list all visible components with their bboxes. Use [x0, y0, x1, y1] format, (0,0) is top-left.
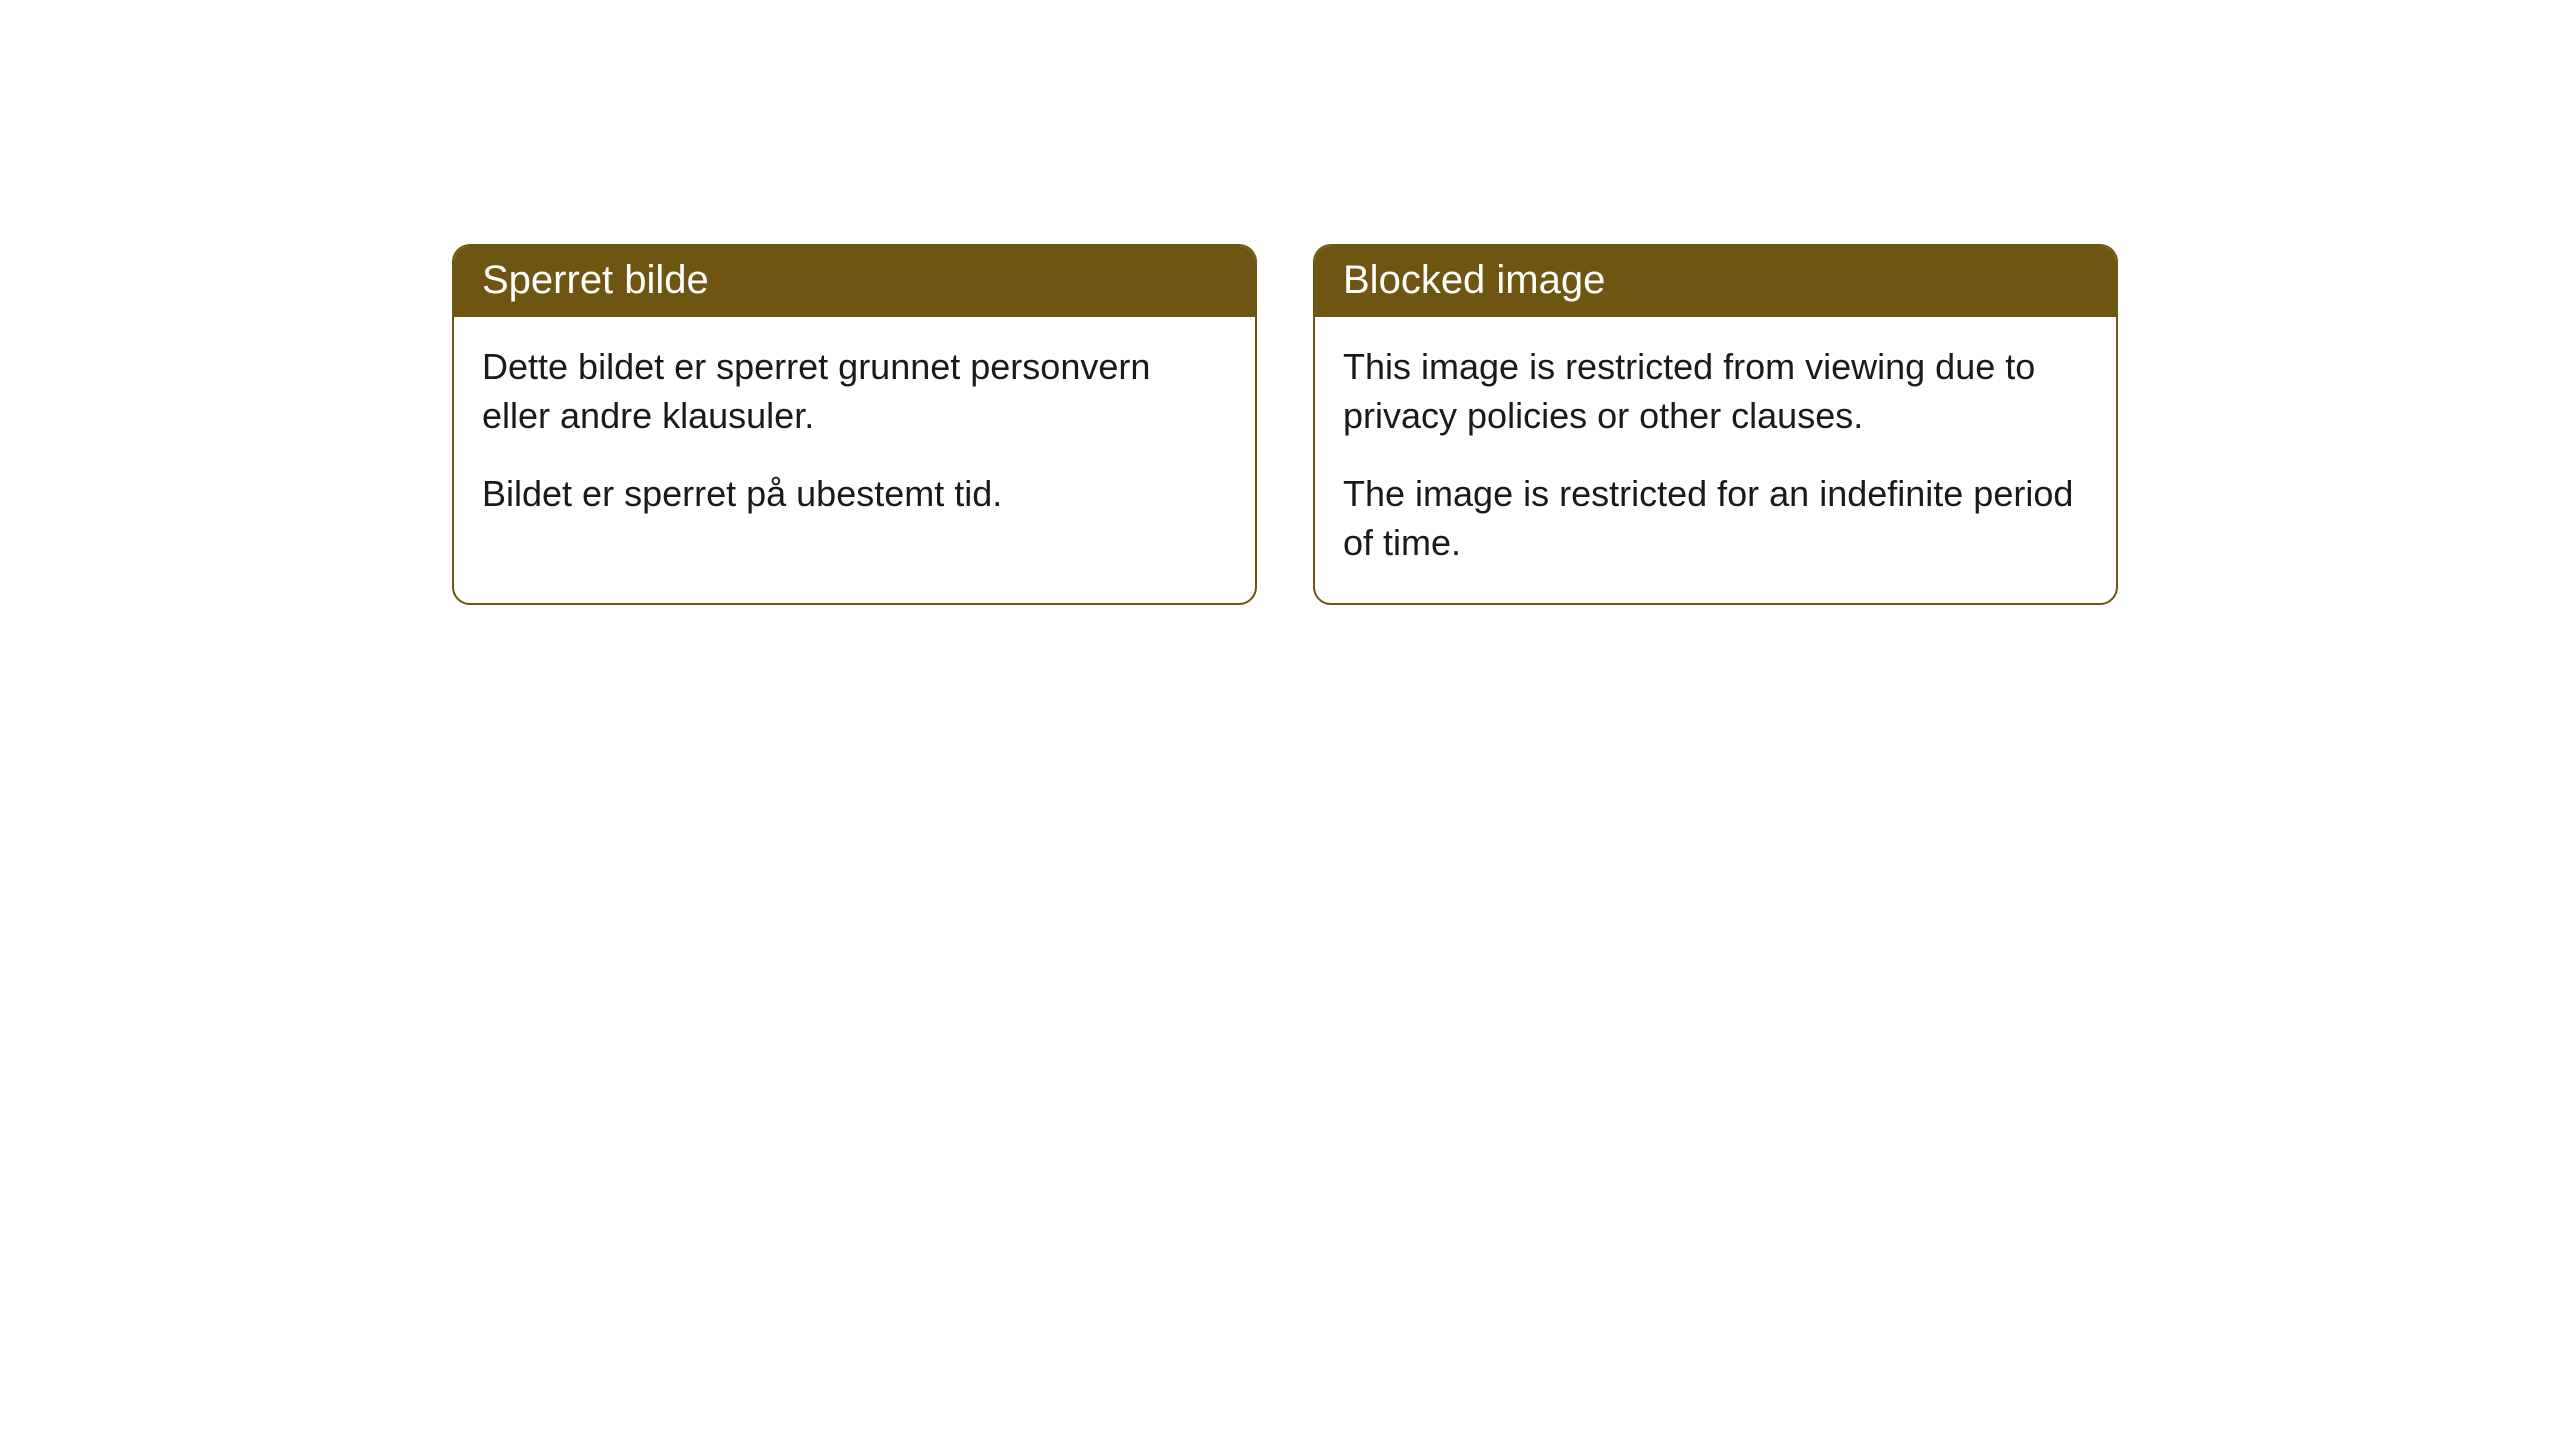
card-paragraph: Dette bildet er sperret grunnet personve… [482, 343, 1227, 440]
card-paragraph: The image is restricted for an indefinit… [1343, 470, 2088, 567]
card-body-no: Dette bildet er sperret grunnet personve… [454, 317, 1255, 555]
blocked-image-card-no: Sperret bilde Dette bildet er sperret gr… [452, 244, 1257, 605]
card-paragraph: This image is restricted from viewing du… [1343, 343, 2088, 440]
blocked-image-card-en: Blocked image This image is restricted f… [1313, 244, 2118, 605]
card-header-en: Blocked image [1315, 246, 2116, 317]
cards-container: Sperret bilde Dette bildet er sperret gr… [452, 244, 2118, 605]
card-body-en: This image is restricted from viewing du… [1315, 317, 2116, 603]
card-header-no: Sperret bilde [454, 246, 1255, 317]
card-paragraph: Bildet er sperret på ubestemt tid. [482, 470, 1227, 519]
